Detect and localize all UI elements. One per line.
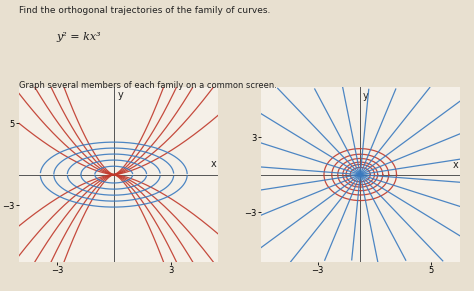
Text: y: y bbox=[118, 91, 123, 100]
Text: y: y bbox=[363, 91, 369, 101]
Text: Graph several members of each family on a common screen.: Graph several members of each family on … bbox=[19, 81, 277, 91]
Text: Find the orthogonal trajectories of the family of curves.: Find the orthogonal trajectories of the … bbox=[19, 6, 270, 15]
Text: y² = kx³: y² = kx³ bbox=[57, 32, 101, 42]
Text: x: x bbox=[453, 159, 458, 170]
Text: x: x bbox=[210, 159, 216, 169]
